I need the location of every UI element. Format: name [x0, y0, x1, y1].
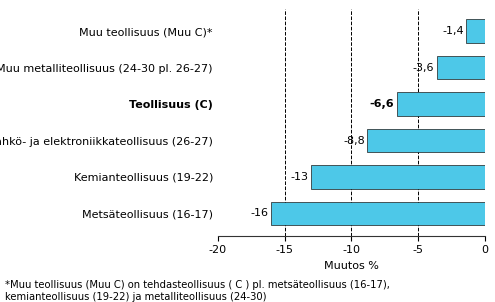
- Bar: [311, 165, 485, 189]
- X-axis label: Muutos %: Muutos %: [324, 261, 379, 271]
- Bar: [437, 56, 485, 79]
- Text: -8,8: -8,8: [343, 136, 365, 146]
- Bar: [466, 19, 485, 43]
- Text: -13: -13: [291, 172, 309, 182]
- Bar: [397, 92, 485, 116]
- Bar: [271, 201, 485, 225]
- Text: -16: -16: [250, 208, 269, 218]
- Text: -6,6: -6,6: [370, 99, 394, 109]
- Bar: [367, 129, 485, 153]
- Text: -1,4: -1,4: [442, 26, 464, 36]
- Text: -3,6: -3,6: [413, 63, 434, 73]
- Text: *Muu teollisuus (Muu C) on tehdasteollisuus ( C ) pl. metsäteollisuus (16-17),
k: *Muu teollisuus (Muu C) on tehdasteollis…: [5, 280, 390, 302]
